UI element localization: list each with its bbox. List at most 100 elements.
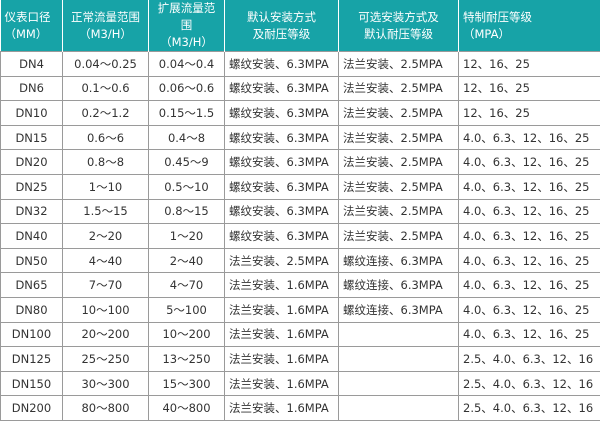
cell-extended-flow-range: 1～20 [149, 224, 225, 249]
cell-diameter: DN125 [1, 347, 63, 372]
cell-extended-flow-range: 10～200 [149, 322, 225, 347]
cell-optional-installation: 法兰安装、2.5MPA [339, 52, 459, 77]
cell-normal-flow-range: 0.8～8 [63, 150, 149, 175]
header-line-1: 正常流量范围 [67, 9, 144, 26]
cell-optional-installation: 螺纹连接、6.3MPA [339, 273, 459, 298]
cell-special-pressure-rating: 4.0、6.3、12、16、25 [459, 322, 600, 347]
cell-diameter: DN25 [1, 174, 63, 199]
cell-special-pressure-rating: 4.0、6.3、12、16、25 [459, 150, 600, 175]
header-line-1: 特制耐压等级 [463, 9, 596, 26]
cell-normal-flow-range: 25～250 [63, 347, 149, 372]
header-line-1: 可选安装方式及 [343, 9, 454, 26]
cell-optional-installation: 法兰安装、2.5MPA [339, 224, 459, 249]
cell-default-installation: 螺纹安装、6.3MPA [225, 224, 339, 249]
cell-optional-installation: 法兰安装、2.5MPA [339, 125, 459, 150]
cell-diameter: DN65 [1, 273, 63, 298]
cell-extended-flow-range: 0.04～0.4 [149, 52, 225, 77]
header-line-2: 默认耐压等级 [343, 26, 454, 43]
cell-special-pressure-rating: 2.5、4.0、6.3、12、16 [459, 347, 600, 372]
cell-extended-flow-range: 40～800 [149, 396, 225, 421]
header-optional-installation: 可选安装方式及默认耐压等级 [339, 0, 459, 52]
header-line-2: （MM） [5, 26, 59, 43]
cell-optional-installation: 螺纹连接、6.3MPA [339, 248, 459, 273]
cell-default-installation: 法兰安装、1.6MPA [225, 273, 339, 298]
cell-special-pressure-rating: 2.5、4.0、6.3、12、16 [459, 396, 600, 421]
cell-special-pressure-rating: 4.0、6.3、12、16、25 [459, 248, 600, 273]
cell-extended-flow-range: 0.5～10 [149, 174, 225, 199]
cell-normal-flow-range: 7～70 [63, 273, 149, 298]
cell-default-installation: 螺纹安装、6.3MPA [225, 174, 339, 199]
cell-diameter: DN15 [1, 125, 63, 150]
cell-extended-flow-range: 5～100 [149, 297, 225, 322]
cell-optional-installation [339, 347, 459, 372]
cell-special-pressure-rating: 4.0、6.3、12、16、25 [459, 199, 600, 224]
header-extended-flow-range: 扩展流量范围（M3/H） [149, 0, 225, 52]
cell-special-pressure-rating: 4.0、6.3、12、16、25 [459, 297, 600, 322]
header-special-pressure-rating: 特制耐压等级（MPA） [459, 0, 600, 52]
cell-normal-flow-range: 80～800 [63, 396, 149, 421]
cell-extended-flow-range: 13～250 [149, 347, 225, 372]
cell-normal-flow-range: 30～300 [63, 371, 149, 396]
cell-special-pressure-rating: 12、16、25 [459, 101, 600, 126]
cell-diameter: DN150 [1, 371, 63, 396]
cell-normal-flow-range: 0.2～1.2 [63, 101, 149, 126]
header-line-1: 仪表口径 [5, 9, 59, 26]
cell-optional-installation: 法兰安装、2.5MPA [339, 199, 459, 224]
cell-diameter: DN40 [1, 224, 63, 249]
cell-diameter: DN200 [1, 396, 63, 421]
header-line-2: 及耐压等级 [229, 26, 334, 43]
cell-special-pressure-rating: 4.0、6.3、12、16、25 [459, 273, 600, 298]
cell-diameter: DN80 [1, 297, 63, 322]
cell-normal-flow-range: 0.6～6 [63, 125, 149, 150]
cell-special-pressure-rating: 4.0、6.3、12、16、25 [459, 224, 600, 249]
cell-default-installation: 法兰安装、1.6MPA [225, 297, 339, 322]
cell-extended-flow-range: 0.15～1.5 [149, 101, 225, 126]
cell-special-pressure-rating: 4.0、6.3、12、16、25 [459, 174, 600, 199]
cell-diameter: DN50 [1, 248, 63, 273]
cell-default-installation: 法兰安装、1.6MPA [225, 396, 339, 421]
cell-default-installation: 螺纹安装、6.3MPA [225, 125, 339, 150]
cell-diameter: DN32 [1, 199, 63, 224]
header-line-1: 扩展流量范围 [153, 0, 220, 34]
cell-default-installation: 法兰安装、1.6MPA [225, 347, 339, 372]
cell-default-installation: 螺纹安装、6.3MPA [225, 76, 339, 101]
cell-extended-flow-range: 15～300 [149, 371, 225, 396]
header-line-2: （M3/H） [153, 34, 220, 51]
cell-default-installation: 法兰安装、1.6MPA [225, 322, 339, 347]
cell-diameter: DN20 [1, 150, 63, 175]
cell-extended-flow-range: 4～70 [149, 273, 225, 298]
header-diameter: 仪表口径（MM） [1, 0, 63, 52]
cell-normal-flow-range: 20～200 [63, 322, 149, 347]
cell-extended-flow-range: 0.06～0.6 [149, 76, 225, 101]
cell-diameter: DN100 [1, 322, 63, 347]
cell-normal-flow-range: 4～40 [63, 248, 149, 273]
cell-diameter: DN6 [1, 76, 63, 101]
cell-optional-installation: 法兰安装、2.5MPA [339, 76, 459, 101]
cell-optional-installation [339, 322, 459, 347]
cell-normal-flow-range: 0.04～0.25 [63, 52, 149, 77]
cell-optional-installation [339, 396, 459, 421]
cell-diameter: DN10 [1, 101, 63, 126]
header-row: 仪表口径（MM）正常流量范围（M3/H）扩展流量范围（M3/H）默认安装方式及耐… [1, 0, 600, 52]
cell-normal-flow-range: 1～10 [63, 174, 149, 199]
cell-default-installation: 螺纹安装、6.3MPA [225, 150, 339, 175]
cell-default-installation: 螺纹安装、6.3MPA [225, 101, 339, 126]
header-normal-flow-range: 正常流量范围（M3/H） [63, 0, 149, 52]
cell-special-pressure-rating: 12、16、25 [459, 52, 600, 77]
cell-default-installation: 螺纹安装、6.3MPA [225, 52, 339, 77]
cell-optional-installation: 螺纹连接、6.3MPA [339, 297, 459, 322]
cell-special-pressure-rating: 2.5、4.0、6.3、12、16 [459, 371, 600, 396]
